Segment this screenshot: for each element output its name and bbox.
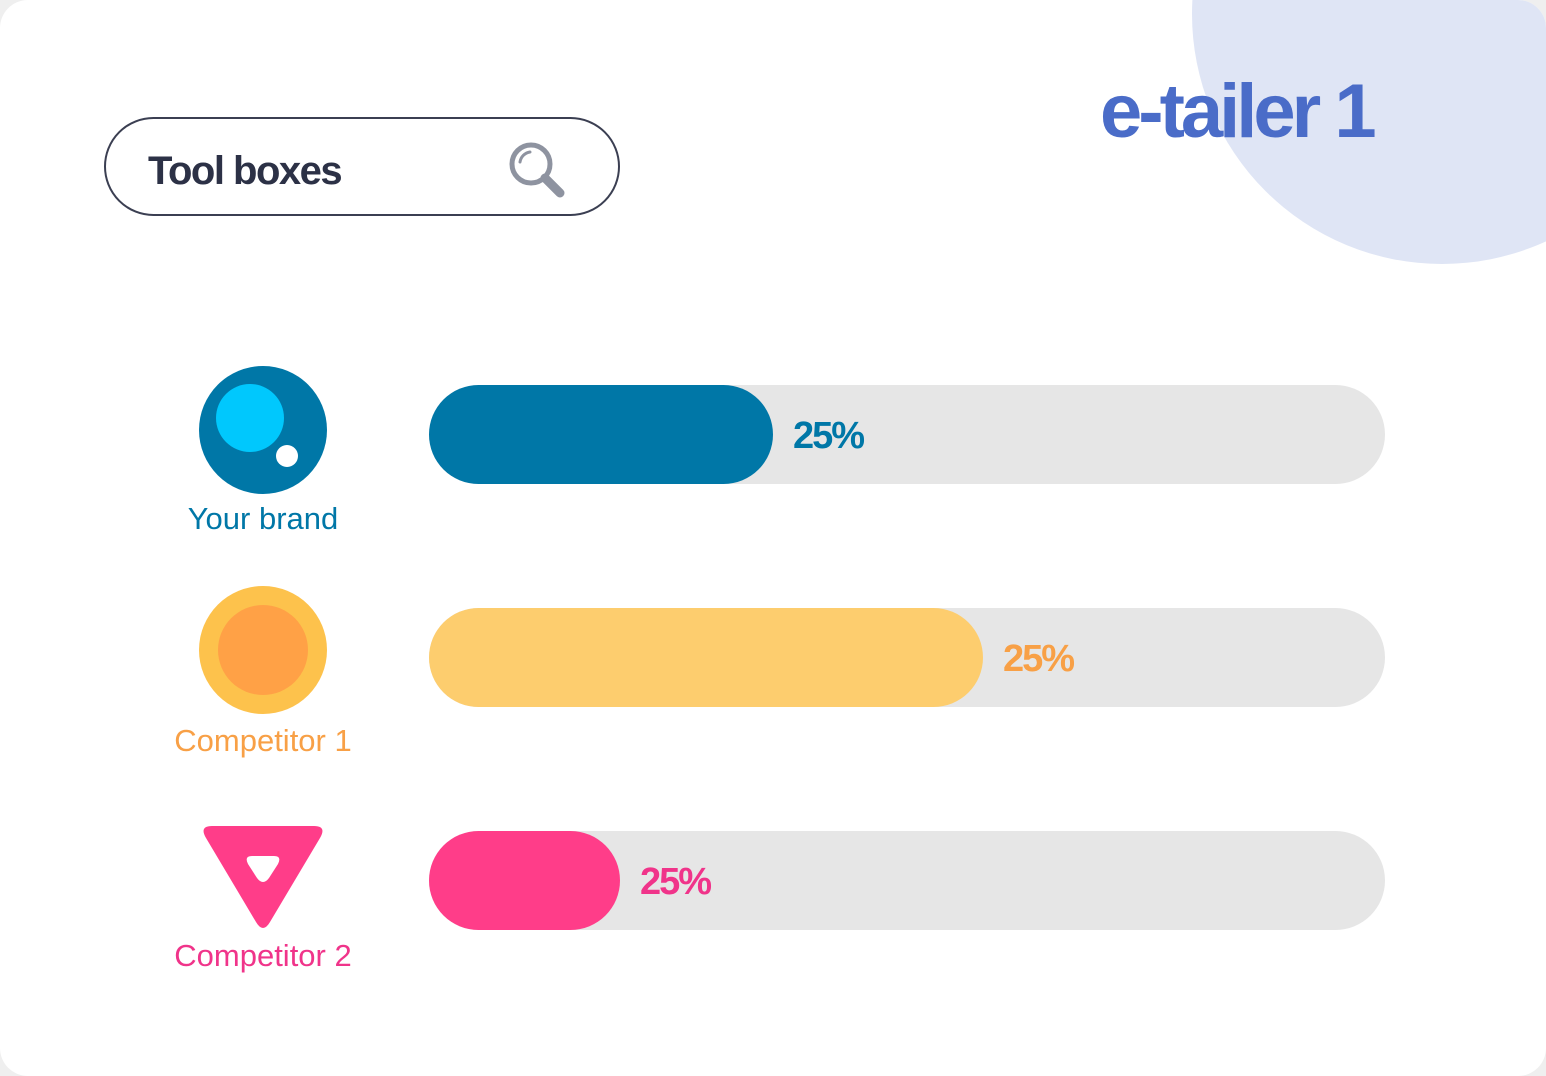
bar-row-competitor-1: Competitor 1 25% [0, 585, 1546, 785]
bar-label: Competitor 2 [174, 938, 352, 973]
orange-circle-logo-icon [199, 586, 327, 714]
bar-label: Your brand [187, 501, 339, 536]
bar-track: 25% [429, 608, 1385, 707]
bar-value-label: 25% [793, 415, 865, 457]
bar-label: Competitor 1 [174, 723, 352, 758]
bar-row-competitor-2: Competitor 2 25% [0, 822, 1546, 1022]
search-box[interactable]: Tool boxes [104, 117, 620, 216]
search-icon[interactable] [506, 139, 568, 201]
bar-row-your-brand: Your brand 25% [0, 365, 1546, 565]
bar-fill [429, 608, 983, 707]
retailer-title: e-tailer 1 [1100, 69, 1377, 154]
bar-fill [429, 831, 620, 930]
bar-fill [429, 385, 773, 484]
search-query-text: Tool boxes [148, 149, 343, 193]
bar-value-label: 25% [1003, 638, 1075, 680]
bar-track: 25% [429, 831, 1385, 930]
bar-value-label: 25% [640, 861, 712, 903]
circle-dot-logo-icon [199, 366, 327, 494]
pink-triangle-logo-icon [203, 826, 323, 928]
bar-track: 25% [429, 385, 1385, 484]
